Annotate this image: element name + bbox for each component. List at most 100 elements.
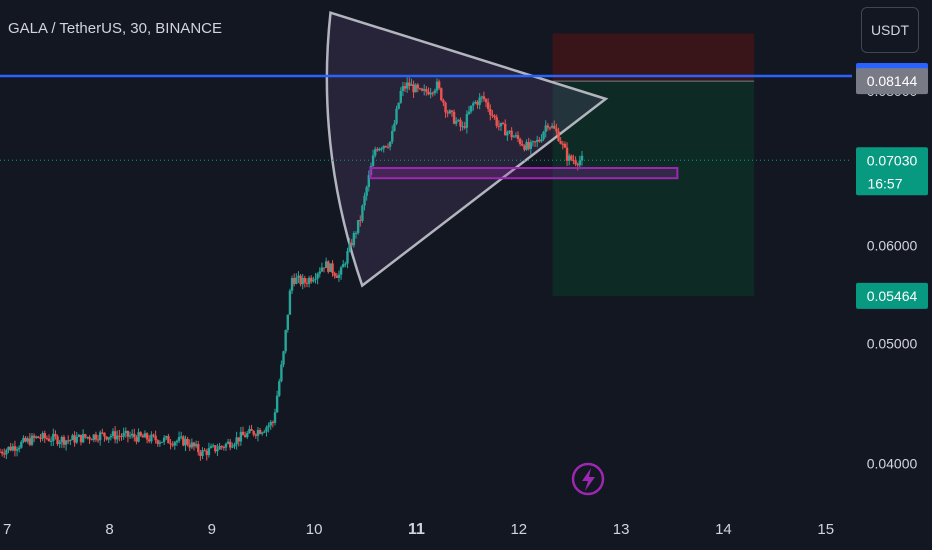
candle-body: [446, 112, 449, 114]
candle-body: [489, 108, 492, 115]
candle-body: [67, 440, 70, 442]
candle-body: [397, 102, 400, 109]
candle-body: [71, 435, 74, 441]
candle-body: [222, 446, 226, 448]
x-tick-label: 9: [208, 521, 216, 538]
lightning-icon-ring: [571, 462, 605, 496]
candle-body: [506, 132, 509, 136]
candle-body: [448, 110, 452, 114]
candle-body: [469, 105, 473, 112]
candle-body: [354, 232, 358, 234]
candle-body: [77, 434, 81, 437]
candle-body: [399, 90, 402, 103]
candle-body: [295, 277, 298, 284]
candle-body: [527, 142, 530, 149]
candle-body: [278, 381, 281, 396]
candle-body: [246, 433, 249, 438]
candle-body: [118, 435, 121, 437]
candle-body: [103, 432, 106, 437]
candle-body: [5, 450, 8, 455]
candle-body: [280, 364, 283, 382]
candle-body: [214, 445, 217, 452]
x-tick-label: 13: [613, 521, 630, 538]
current-price-tag-bg: [856, 147, 928, 196]
candle-body: [113, 431, 117, 440]
candle-body: [96, 439, 100, 441]
candle-body: [480, 96, 483, 98]
candle-body: [356, 220, 360, 233]
candle-body: [578, 160, 582, 166]
candle-body: [401, 86, 405, 91]
x-tick-label: 15: [817, 521, 834, 538]
candle-body: [128, 435, 132, 437]
candle-body: [282, 351, 285, 365]
candle-body: [546, 125, 550, 128]
current-price-tag-countdown: 16:57: [867, 175, 902, 191]
candle-body: [333, 273, 336, 276]
candle-body: [391, 130, 394, 142]
candle-body: [233, 444, 236, 447]
candle-body: [37, 436, 40, 438]
candle-body: [207, 448, 211, 456]
x-tick-label: 7: [3, 521, 11, 538]
candle-body: [158, 442, 162, 444]
candle-body: [13, 446, 17, 451]
candle-body: [64, 440, 68, 445]
candle-body: [139, 432, 142, 436]
candle-body: [482, 96, 486, 100]
candle-body: [440, 88, 443, 101]
candle-body: [86, 436, 89, 438]
currency-button[interactable]: USDT: [861, 7, 919, 53]
candle-body: [408, 82, 411, 86]
candle-body: [427, 91, 430, 95]
candle-body: [250, 428, 253, 431]
candle-body: [429, 92, 432, 95]
target-price-tag-bg: [856, 282, 928, 309]
candle-body: [365, 187, 368, 196]
candle-body: [290, 278, 294, 291]
candle-body: [361, 205, 364, 221]
candle-body: [60, 436, 64, 443]
triangle-pattern: [325, 10, 609, 288]
candle-body: [3, 453, 6, 455]
candle-body: [455, 120, 458, 124]
candle-body: [508, 130, 511, 133]
candle-body: [41, 433, 44, 439]
candle-body: [299, 275, 302, 285]
candle-body: [203, 450, 206, 452]
candle-body: [199, 452, 202, 456]
x-tick-label: 12: [510, 521, 527, 538]
candle-body: [105, 436, 108, 440]
candle-body: [165, 436, 168, 438]
candle-body: [81, 434, 85, 443]
candle-body: [11, 446, 14, 451]
candle-body: [504, 123, 507, 136]
candle-body: [373, 149, 377, 156]
candle-body: [69, 440, 72, 442]
candle-body: [0, 451, 4, 454]
candle-body: [314, 278, 317, 280]
candle-body: [378, 148, 381, 151]
candle-body: [418, 88, 422, 90]
symbol-header: GALA / TetherUS, 30, BINANCE: [8, 20, 222, 37]
candle-body: [380, 148, 383, 150]
candle-body: [171, 444, 174, 446]
candle-body: [388, 141, 392, 147]
candle-body: [484, 99, 488, 103]
candle-body: [160, 441, 164, 443]
candle-body: [525, 142, 528, 150]
candle-body: [410, 84, 413, 86]
candle-body: [182, 436, 185, 446]
time-axis: [0, 510, 852, 550]
candle-body: [444, 102, 447, 113]
entry-price-tag: 0.08144: [867, 73, 918, 89]
candle-body: [231, 446, 234, 448]
candle-body: [273, 412, 277, 423]
candle-body: [269, 422, 272, 426]
candle-body: [367, 175, 370, 188]
candle-body: [122, 432, 125, 437]
candle-body: [465, 114, 469, 128]
candle-body: [531, 141, 535, 143]
candle-body: [254, 434, 258, 436]
